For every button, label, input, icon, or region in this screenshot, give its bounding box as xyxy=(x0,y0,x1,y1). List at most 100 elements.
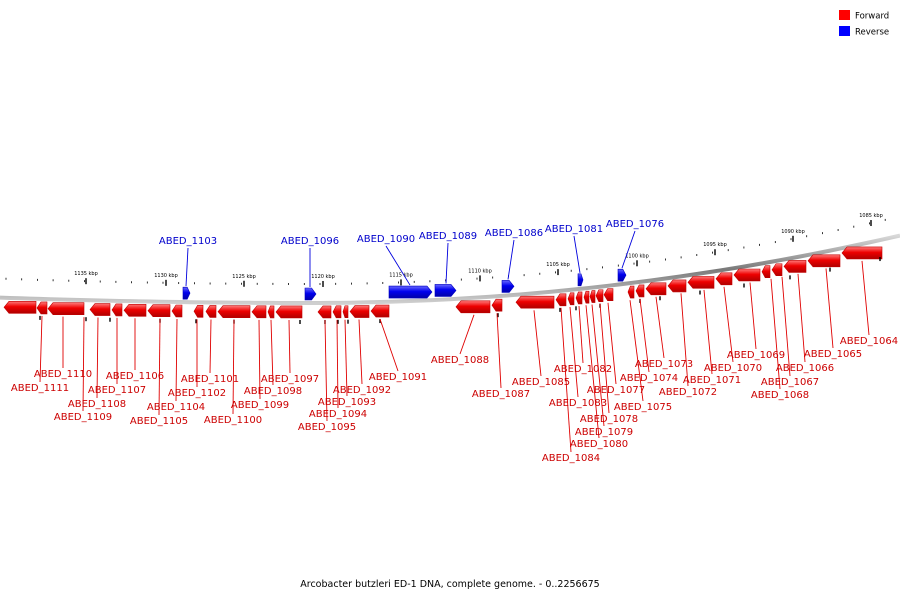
forward-gene-arrow[interactable] xyxy=(370,304,390,318)
gene-label[interactable]: ABED_1091 xyxy=(369,372,427,383)
gene-label[interactable]: ABED_1064 xyxy=(840,336,898,347)
gene-label[interactable]: ABED_1088 xyxy=(431,355,489,366)
label-leader-line xyxy=(96,317,99,399)
forward-gene-arrow[interactable] xyxy=(687,276,715,289)
forward-gene-arrow[interactable] xyxy=(251,305,267,319)
gene-label[interactable]: ABED_1106 xyxy=(106,371,164,382)
gene-label[interactable]: ABED_1087 xyxy=(472,389,530,400)
forward-gene-arrow[interactable] xyxy=(317,305,332,319)
gene-label[interactable]: ABED_1094 xyxy=(309,409,367,420)
reverse-gene-arrow[interactable] xyxy=(577,273,584,287)
gene-label[interactable]: ABED_1067 xyxy=(761,377,819,388)
forward-gene-arrow[interactable] xyxy=(111,303,123,317)
gene-label[interactable]: ABED_1100 xyxy=(204,415,262,426)
forward-gene-arrow[interactable] xyxy=(455,300,491,314)
forward-gene-arrow[interactable] xyxy=(267,305,275,319)
gene-label[interactable]: ABED_1090 xyxy=(357,234,415,245)
forward-gene-arrow[interactable] xyxy=(583,290,590,304)
label-leader-line xyxy=(258,319,261,400)
forward-gene-arrow[interactable] xyxy=(123,303,147,317)
gene-label[interactable]: ABED_1098 xyxy=(244,386,302,397)
gene-label[interactable]: ABED_1099 xyxy=(231,400,289,411)
gene-label[interactable]: ABED_1092 xyxy=(333,385,391,396)
forward-gene-arrow[interactable] xyxy=(47,302,85,315)
gene-label[interactable]: ABED_1108 xyxy=(68,399,126,410)
gene-label[interactable]: ABED_1109 xyxy=(54,412,112,423)
reverse-gene-arrow[interactable] xyxy=(182,286,191,300)
gene-label[interactable]: ABED_1084 xyxy=(542,453,600,464)
gene-label[interactable]: ABED_1078 xyxy=(580,414,638,425)
forward-gene-arrow[interactable] xyxy=(807,254,841,268)
gene-label[interactable]: ABED_1066 xyxy=(776,363,834,374)
forward-gene-arrow[interactable] xyxy=(205,305,217,318)
forward-gene-arrow[interactable] xyxy=(147,304,171,318)
gene-label[interactable]: ABED_1073 xyxy=(635,359,693,370)
gene-label[interactable]: ABED_1076 xyxy=(606,219,664,230)
gene-label[interactable]: ABED_1068 xyxy=(751,390,809,401)
gene-label[interactable]: ABED_1102 xyxy=(168,388,226,399)
gene-label[interactable]: ABED_1101 xyxy=(181,374,239,385)
gene-label[interactable]: ABED_1110 xyxy=(34,369,92,380)
gene-label[interactable]: ABED_1081 xyxy=(545,224,603,235)
reverse-gene-arrow[interactable] xyxy=(434,284,457,297)
forward-gene-arrow[interactable] xyxy=(733,268,761,282)
gene-label[interactable]: ABED_1089 xyxy=(419,231,477,242)
forward-gene-arrow[interactable] xyxy=(841,246,883,260)
reverse-gene-arrow[interactable] xyxy=(388,285,433,299)
gene-label[interactable]: ABED_1069 xyxy=(727,350,785,361)
gene-label[interactable]: ABED_1103 xyxy=(159,236,217,247)
gene-label[interactable]: ABED_1086 xyxy=(485,228,543,239)
forward-gene-arrow[interactable] xyxy=(589,290,596,303)
forward-gene-arrow[interactable] xyxy=(595,289,604,303)
forward-gene-arrow[interactable] xyxy=(36,301,48,315)
gene-label[interactable]: ABED_1082 xyxy=(554,364,612,375)
forward-gene-arrow[interactable] xyxy=(783,260,807,273)
forward-gene-arrow[interactable] xyxy=(332,305,342,319)
reverse-gene-arrow[interactable] xyxy=(304,287,317,301)
forward-gene-arrow[interactable] xyxy=(667,279,687,293)
gene-label[interactable]: ABED_1070 xyxy=(704,363,762,374)
gene-label[interactable]: ABED_1075 xyxy=(614,402,672,413)
gene-label[interactable]: ABED_1085 xyxy=(512,377,570,388)
forward-gene-arrow[interactable] xyxy=(342,305,349,319)
gene-label[interactable]: ABED_1111 xyxy=(11,383,69,394)
forward-gene-arrow[interactable] xyxy=(217,305,251,318)
forward-gene-arrow[interactable] xyxy=(567,292,575,306)
gene-label[interactable]: ABED_1096 xyxy=(281,236,339,247)
forward-gene-arrow[interactable] xyxy=(575,291,583,305)
forward-gene-arrow[interactable] xyxy=(193,305,204,318)
forward-gene-arrow[interactable] xyxy=(349,305,370,318)
gene-label[interactable]: ABED_1105 xyxy=(130,416,188,427)
label-leader-line xyxy=(158,318,161,416)
forward-gene-arrow[interactable] xyxy=(275,305,303,319)
forward-gene-arrow[interactable] xyxy=(645,282,667,296)
gene-label[interactable]: ABED_1074 xyxy=(620,373,678,384)
forward-gene-arrow[interactable] xyxy=(715,272,733,286)
gene-label[interactable]: ABED_1071 xyxy=(683,375,741,386)
forward-gene-arrow[interactable] xyxy=(627,285,635,299)
gene-label[interactable]: ABED_1079 xyxy=(575,427,633,438)
gene-label[interactable]: ABED_1072 xyxy=(659,387,717,398)
gene-label[interactable]: ABED_1107 xyxy=(88,385,146,396)
forward-gene-arrow[interactable] xyxy=(761,265,771,279)
forward-gene-arrow[interactable] xyxy=(771,263,783,277)
gene-label[interactable]: ABED_1065 xyxy=(804,349,862,360)
gene-label[interactable]: ABED_1104 xyxy=(147,402,205,413)
gene-label[interactable]: ABED_1093 xyxy=(318,397,376,408)
forward-gene-arrow[interactable] xyxy=(491,298,503,312)
forward-gene-arrow[interactable] xyxy=(603,288,614,302)
gene-label[interactable]: ABED_1077 xyxy=(587,385,645,396)
label-leader-line xyxy=(578,305,584,364)
forward-gene-arrow[interactable] xyxy=(555,293,567,307)
forward-gene-arrow[interactable] xyxy=(515,295,555,309)
forward-gene-arrow[interactable] xyxy=(635,284,645,298)
reverse-gene-arrow[interactable] xyxy=(501,280,515,293)
forward-gene-arrow[interactable] xyxy=(89,303,111,316)
gene-label[interactable]: ABED_1097 xyxy=(261,374,319,385)
reverse-gene-arrow[interactable] xyxy=(617,268,627,282)
gene-label[interactable]: ABED_1083 xyxy=(549,398,607,409)
gene-label[interactable]: ABED_1095 xyxy=(298,422,356,433)
forward-gene-arrow[interactable] xyxy=(171,304,183,318)
gene-label[interactable]: ABED_1080 xyxy=(570,439,628,450)
forward-gene-arrow[interactable] xyxy=(3,300,37,314)
